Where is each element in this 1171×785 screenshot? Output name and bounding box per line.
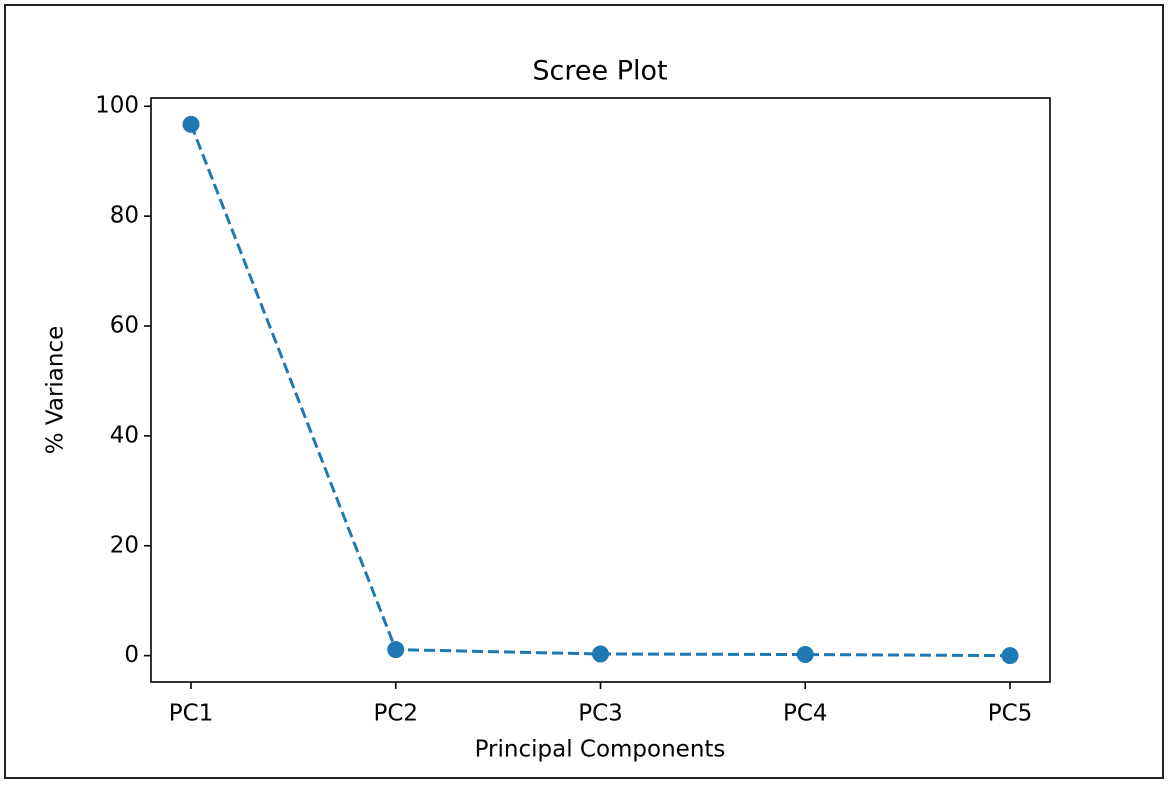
y-tick-label: 60 [110,312,139,338]
y-tick-label: 40 [110,422,139,448]
x-tick-label: PC2 [373,701,418,727]
data-point [387,641,405,659]
x-axis-label: Principal Components [475,737,726,763]
y-tick-label: 20 [110,532,139,558]
chart-title: Scree Plot [532,56,667,87]
data-point [1001,647,1019,665]
x-tick-label: PC5 [988,701,1033,727]
x-tick-label: PC1 [169,701,214,727]
data-point [592,645,609,663]
data-point [796,646,814,664]
y-tick-label: 0 [124,642,139,668]
y-tick-label: 80 [110,203,139,229]
x-tick-label: PC4 [783,701,828,727]
y-tick-label: 100 [95,93,139,119]
x-tick-label: PC3 [578,701,623,727]
y-axis-label: % Variance [43,326,69,455]
data-point [182,115,200,133]
frame [4,4,1164,779]
